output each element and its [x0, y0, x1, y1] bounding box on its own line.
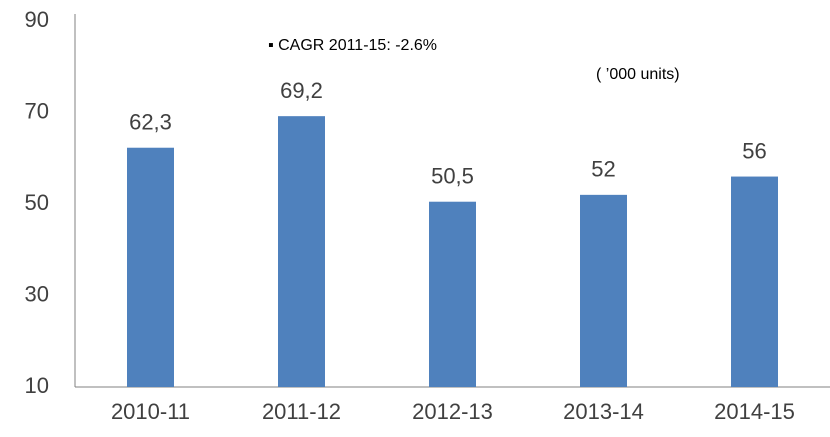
value-label: 50,5 — [431, 164, 474, 189]
x-tick-label: 2010-11 — [111, 399, 190, 424]
value-label: 56 — [742, 138, 766, 163]
value-label: 62,3 — [129, 110, 172, 135]
bar — [580, 194, 627, 387]
x-tick-label: 2013-14 — [563, 399, 644, 424]
value-label: 52 — [591, 157, 615, 182]
y-tick-label: 50 — [25, 190, 49, 215]
bar — [278, 116, 325, 387]
value-label: 69,2 — [280, 78, 323, 103]
y-tick-label: 10 — [25, 373, 49, 398]
x-tick-label: 2012-13 — [412, 399, 493, 424]
y-tick-label: 30 — [25, 281, 49, 306]
bar — [731, 176, 778, 387]
bar — [127, 147, 174, 387]
y-tick-label: 70 — [25, 98, 49, 123]
x-tick-label: 2011-12 — [262, 399, 341, 424]
bar — [429, 201, 476, 387]
x-tick-label: 2014-15 — [714, 399, 795, 424]
y-tick-label: 90 — [25, 7, 49, 32]
annotation: ▪ CAGR 2011-15: -2.6% — [268, 37, 437, 54]
annotation: ( ’000 units) — [596, 66, 680, 83]
